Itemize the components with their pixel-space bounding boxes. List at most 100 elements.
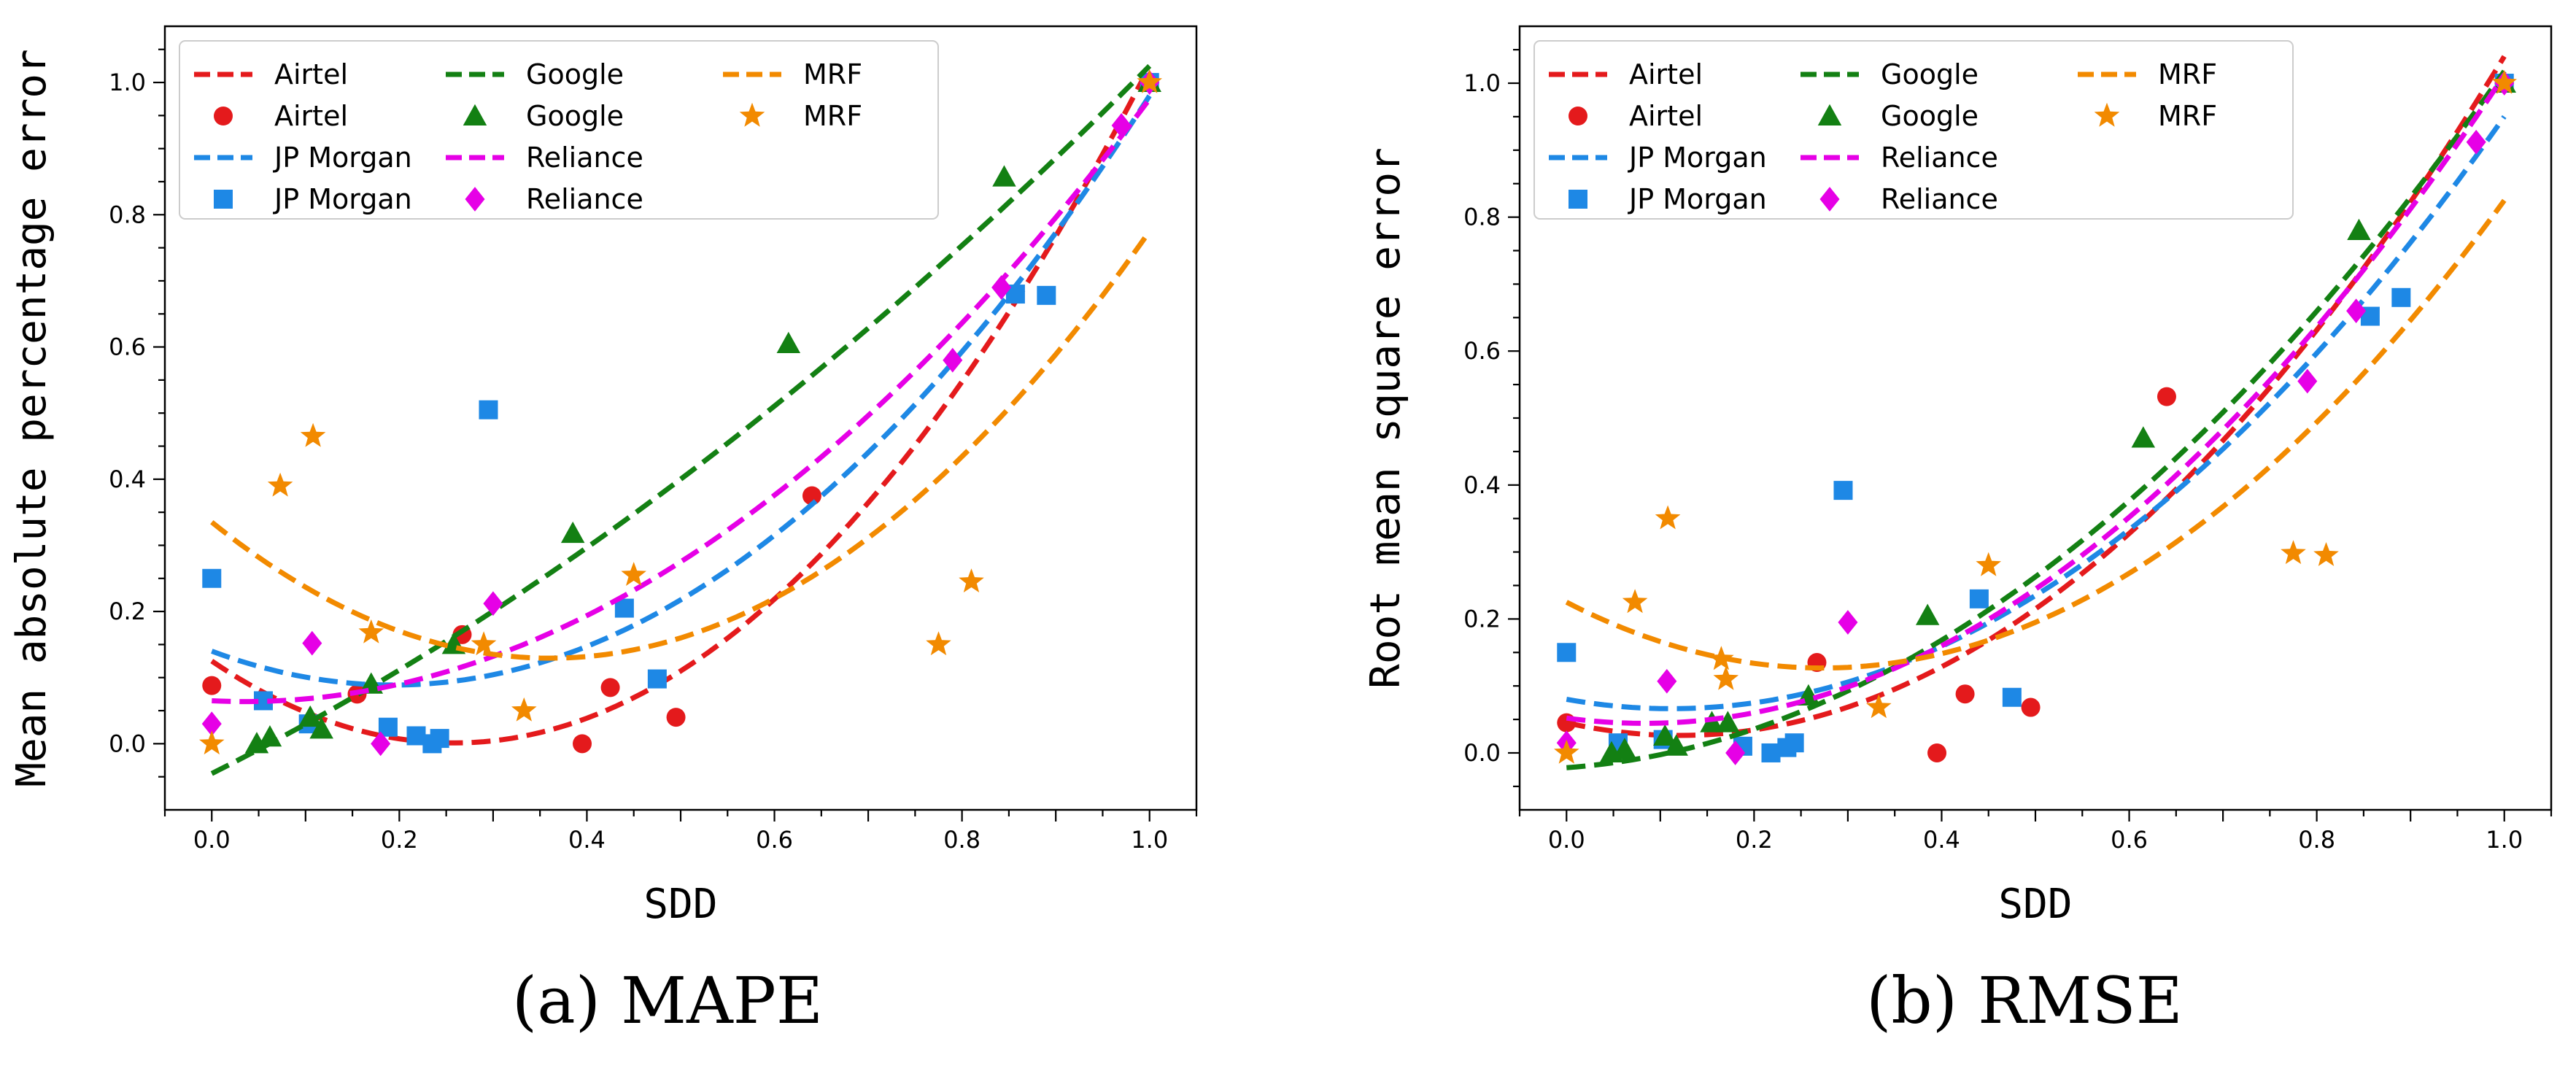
data-point xyxy=(1557,713,1577,733)
data-point xyxy=(202,676,222,695)
x-tick-label: 0.0 xyxy=(1548,826,1585,854)
legend-label: Reliance xyxy=(1881,183,1998,215)
data-point xyxy=(358,619,384,643)
data-point xyxy=(1927,743,1947,762)
data-point xyxy=(300,422,326,447)
data-point xyxy=(776,331,801,354)
legend-item: JP Morgan xyxy=(1549,142,1767,174)
legend-item: Reliance xyxy=(1801,142,1998,174)
y-tick-label: 0.2 xyxy=(109,598,146,625)
data-point xyxy=(991,275,1012,300)
legend: Airtel Airtel JP Morgan JP Morgan Google Goog… xyxy=(1533,40,2294,220)
y-tick-label: 0.8 xyxy=(109,201,146,228)
data-point xyxy=(573,734,592,754)
y-tick-label: 0.4 xyxy=(109,465,146,493)
data-point xyxy=(2157,387,2176,406)
subfigure-caption: (b) RMSE xyxy=(1866,963,2183,1038)
data-point xyxy=(1652,724,1677,746)
legend-item: Airtel xyxy=(1569,100,1703,132)
legend-label: Airtel xyxy=(274,100,348,132)
x-tick-label: 0.6 xyxy=(756,826,793,854)
data-point xyxy=(666,708,686,727)
data-point xyxy=(202,568,222,588)
legend-label: Google xyxy=(526,100,624,132)
series-mrf xyxy=(199,69,1162,755)
legend-item: Reliance xyxy=(446,142,643,174)
legend-frame xyxy=(179,40,939,220)
legend-item: Airtel xyxy=(194,58,348,90)
legend: Airtel Airtel JP Morgan JP Morgan Google Goog… xyxy=(179,40,939,220)
legend-marker-swatch xyxy=(214,107,233,125)
legend-item: Reliance xyxy=(1819,183,1998,215)
data-point xyxy=(2491,69,2517,94)
fit-line xyxy=(1566,115,2507,711)
legend-item: MRF xyxy=(2094,100,2217,132)
data-point xyxy=(1713,665,1739,690)
subfigure-caption: (a) MAPE xyxy=(512,963,823,1038)
legend-item: MRF xyxy=(2078,58,2217,90)
x-tick-label: 0.6 xyxy=(2111,826,2148,854)
legend-label: Reliance xyxy=(526,142,643,174)
data-point xyxy=(560,521,585,544)
y-tick-label: 0.6 xyxy=(109,333,146,361)
legend-label: JP Morgan xyxy=(273,183,412,215)
data-point xyxy=(992,165,1016,187)
series-reliance xyxy=(201,70,1160,757)
data-point xyxy=(647,669,667,689)
data-point xyxy=(600,678,620,697)
data-point xyxy=(430,729,449,749)
data-point xyxy=(1037,285,1056,305)
fit-line xyxy=(1566,69,2507,770)
legend-label: Google xyxy=(526,58,624,90)
legend-label: JP Morgan xyxy=(273,142,412,174)
fit-line xyxy=(212,97,1152,705)
y-tick-label: 0.4 xyxy=(1463,471,1501,499)
data-point xyxy=(406,726,426,746)
y-axis: 0.0 0.2 0.4 0.6 0.8 1.0 xyxy=(109,48,165,778)
y-tick-label: 0.0 xyxy=(1463,739,1501,767)
data-point xyxy=(2131,426,2156,448)
legend-item: JP Morgan xyxy=(214,183,412,215)
data-point xyxy=(298,705,322,727)
x-tick-label: 0.8 xyxy=(943,826,980,854)
legend-label: MRF xyxy=(803,58,862,90)
legend-item: Reliance xyxy=(465,183,643,215)
legend-item: Google xyxy=(1817,100,1979,132)
legend-marker-swatch xyxy=(1569,190,1587,209)
data-point xyxy=(2391,287,2411,307)
x-axis-label: SDD xyxy=(643,881,717,928)
data-point xyxy=(471,631,497,656)
data-point xyxy=(302,630,322,656)
fit-line xyxy=(210,64,1152,746)
y-tick-label: 0.2 xyxy=(1463,605,1501,633)
data-point xyxy=(2281,540,2306,565)
data-point xyxy=(1969,589,1989,608)
legend-marker-swatch xyxy=(1817,104,1842,125)
data-point xyxy=(1655,505,1681,530)
data-point xyxy=(2297,368,2318,394)
data-point xyxy=(1784,733,1804,753)
data-point xyxy=(511,697,537,722)
legend-marker-swatch xyxy=(214,190,233,209)
y-tick-label: 1.0 xyxy=(1463,69,1501,97)
data-point xyxy=(926,631,951,656)
legend-label: Airtel xyxy=(1629,58,1703,90)
fit-line xyxy=(211,94,1152,688)
data-point xyxy=(2346,298,2367,324)
chart-panel-mape: 0.0 0.2 0.4 0.6 0.8 1.0 0.0 0.2 0.4 0.6 0.8 1.0 SDD M… xyxy=(8,25,1198,1038)
chart-panel-rmse: 0.0 0.2 0.4 0.6 0.8 1.0 0.0 0.2 0.4 0.6 0.8 1.0 SDD R… xyxy=(1362,25,2553,1038)
data-point xyxy=(1622,589,1648,614)
data-point xyxy=(1915,603,1940,625)
legend-item: Google xyxy=(463,100,624,132)
legend-label: MRF xyxy=(2158,58,2217,90)
y-tick-label: 1.0 xyxy=(109,69,146,96)
data-point xyxy=(802,486,821,506)
data-point xyxy=(1866,694,1892,719)
legend-label: Google xyxy=(1881,58,1979,90)
data-point xyxy=(1725,741,1746,765)
x-axis-label: SDD xyxy=(1998,881,2072,928)
legend-item: Airtel xyxy=(1549,58,1703,90)
series-mrf xyxy=(1554,69,2517,764)
legend-item: Google xyxy=(1801,58,1979,90)
